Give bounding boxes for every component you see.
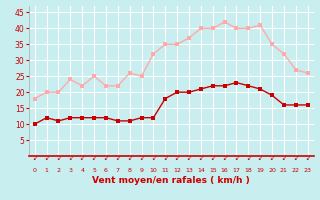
X-axis label: Vent moyen/en rafales ( km/h ): Vent moyen/en rafales ( km/h ) (92, 176, 250, 185)
